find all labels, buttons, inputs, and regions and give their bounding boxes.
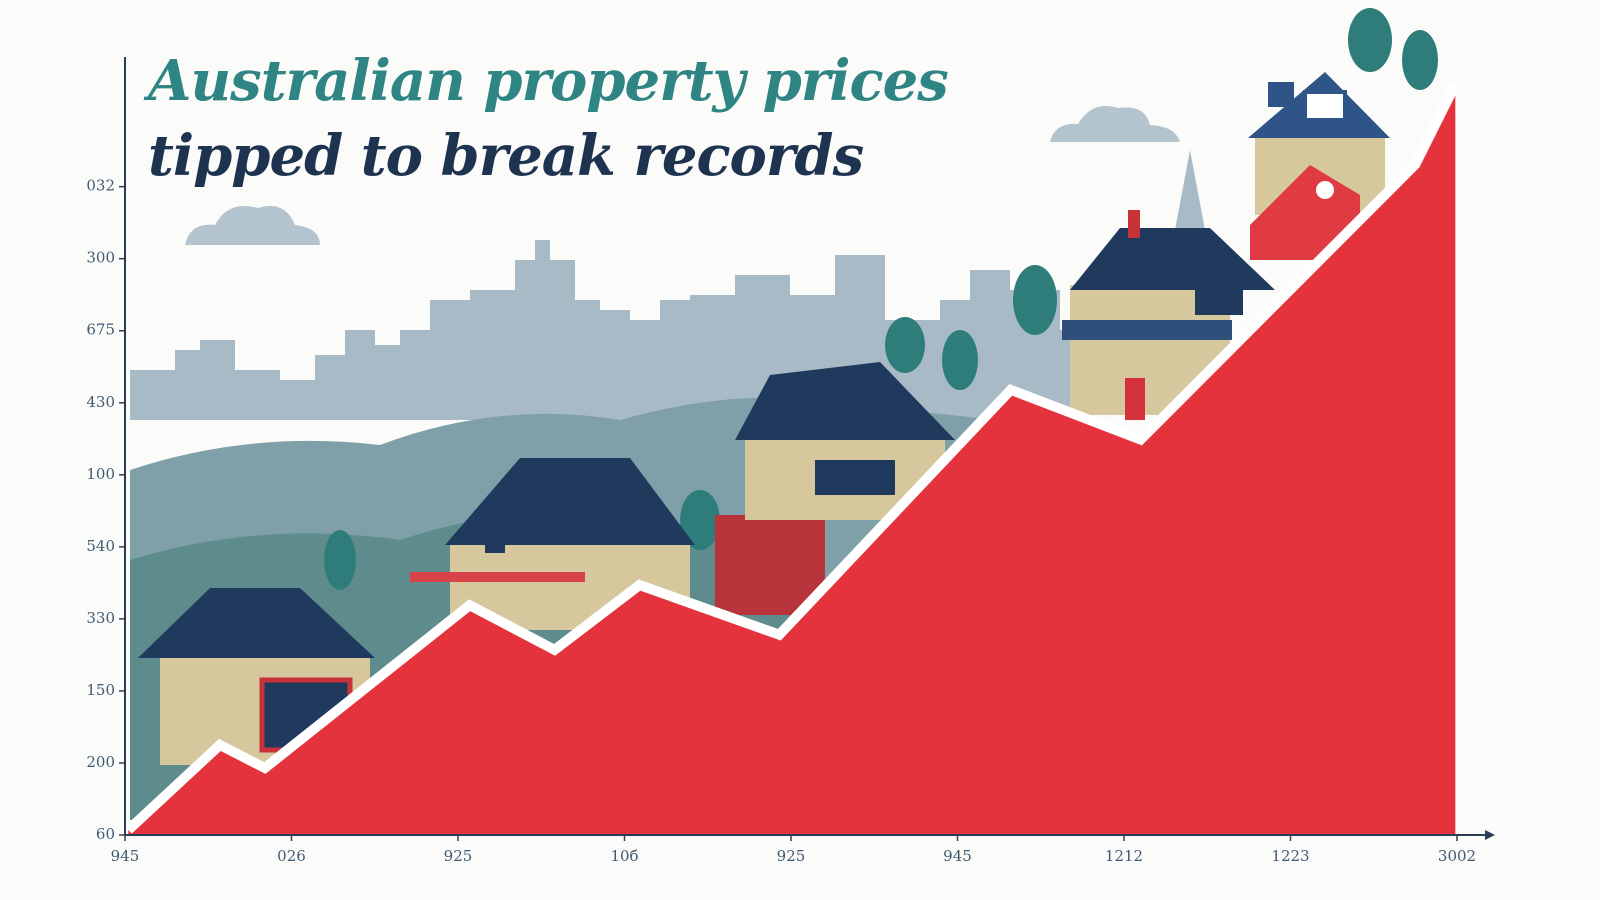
area bbox=[128, 84, 1456, 835]
chart-title: tipped to break records bbox=[148, 123, 864, 189]
x-axis-arrow bbox=[1485, 830, 1495, 840]
x-tick-label: 10б bbox=[610, 847, 638, 865]
y-tick-label: 430 bbox=[86, 393, 115, 411]
x-tick-label: 925 bbox=[777, 847, 806, 865]
x-tick-label: 945 bbox=[111, 847, 140, 865]
y-tick-label: 150 bbox=[86, 681, 115, 699]
x-tick-label: 925 bbox=[444, 847, 473, 865]
x-tick-label: 1223 bbox=[1271, 847, 1309, 865]
x-tick-label: 026 bbox=[277, 847, 306, 865]
y-tick-label: 330 bbox=[86, 609, 115, 627]
y-tick-label: 540 bbox=[86, 537, 115, 555]
x-tick-label: 1212 bbox=[1105, 847, 1143, 865]
y-tick-label: 60 bbox=[96, 825, 115, 843]
y-tick-label: 100 bbox=[86, 465, 115, 483]
chart-title: Australian property prices bbox=[143, 48, 948, 114]
y-tick-label: 300 bbox=[86, 249, 115, 267]
x-tick-label: 3002 bbox=[1438, 847, 1476, 865]
plot-area: 60 200 150 330 540 100 430 675 300 032 945 026 925 10… bbox=[86, 57, 1495, 865]
y-tick-label: 200 bbox=[86, 753, 115, 771]
y-tick-label: 032 bbox=[86, 177, 115, 195]
x-tick-label: 945 bbox=[943, 847, 972, 865]
area-edge bbox=[124, 82, 1460, 834]
y-tick-label: 675 bbox=[86, 321, 115, 339]
